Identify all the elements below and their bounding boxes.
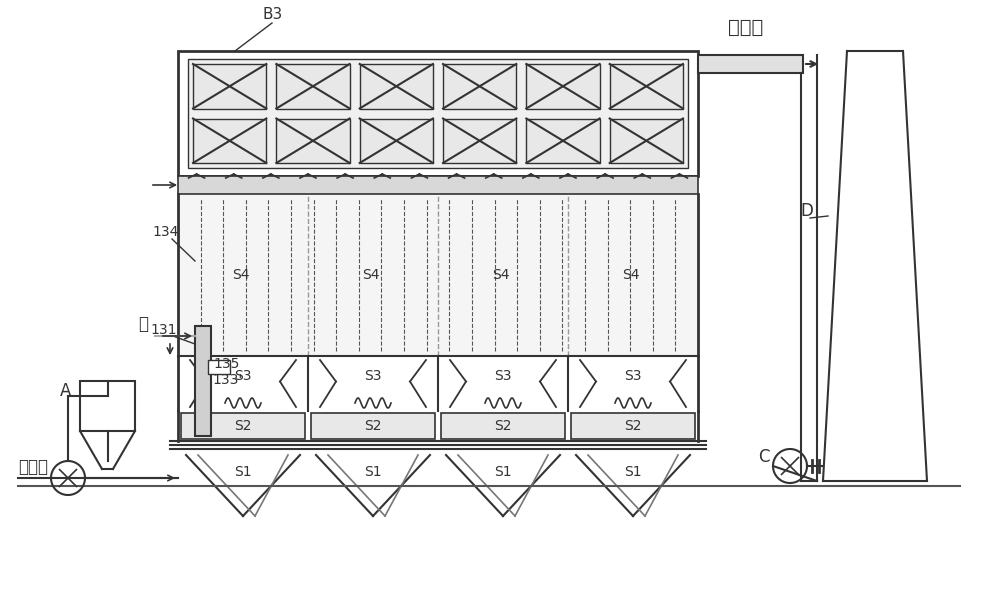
- Bar: [443, 119, 516, 163]
- Text: S3: S3: [624, 368, 642, 382]
- Bar: [178, 176, 698, 194]
- Text: D: D: [800, 202, 813, 220]
- Bar: [441, 413, 565, 439]
- Bar: [178, 51, 698, 176]
- Text: S1: S1: [624, 465, 642, 479]
- Text: S3: S3: [364, 368, 382, 382]
- Bar: [208, 360, 230, 374]
- Text: S2: S2: [234, 419, 252, 433]
- Bar: [610, 64, 683, 108]
- Text: S2: S2: [624, 419, 642, 433]
- Bar: [188, 59, 688, 168]
- Bar: [571, 413, 695, 439]
- Bar: [360, 119, 433, 163]
- Bar: [80, 381, 135, 431]
- Text: S3: S3: [494, 368, 512, 382]
- Text: S1: S1: [234, 465, 252, 479]
- Bar: [698, 55, 803, 73]
- Bar: [276, 119, 350, 163]
- Text: 水: 水: [138, 315, 148, 333]
- Bar: [360, 64, 433, 108]
- Text: S4: S4: [362, 268, 379, 282]
- Text: 131': 131': [150, 323, 180, 337]
- Bar: [193, 64, 266, 108]
- Text: S1: S1: [494, 465, 512, 479]
- Bar: [526, 119, 600, 163]
- Bar: [193, 119, 266, 163]
- Text: A: A: [60, 382, 71, 400]
- Text: 133': 133': [212, 373, 242, 387]
- Bar: [311, 413, 435, 439]
- Bar: [526, 64, 600, 108]
- Bar: [178, 194, 698, 356]
- Text: 134: 134: [152, 225, 178, 239]
- Text: S4: S4: [232, 268, 249, 282]
- Text: S1: S1: [364, 465, 382, 479]
- Text: S4: S4: [622, 268, 639, 282]
- Text: S3: S3: [234, 368, 252, 382]
- Text: S2: S2: [364, 419, 382, 433]
- Text: B3: B3: [262, 7, 282, 22]
- Text: 烟气入: 烟气入: [18, 458, 48, 476]
- Text: S4: S4: [492, 268, 509, 282]
- Text: S2: S2: [494, 419, 512, 433]
- Bar: [610, 119, 683, 163]
- Bar: [276, 64, 350, 108]
- Text: C: C: [758, 448, 770, 466]
- Bar: [195, 326, 211, 436]
- Text: 135: 135: [213, 357, 239, 371]
- Bar: [181, 413, 305, 439]
- Text: 烟气出: 烟气出: [728, 18, 763, 37]
- Bar: [443, 64, 516, 108]
